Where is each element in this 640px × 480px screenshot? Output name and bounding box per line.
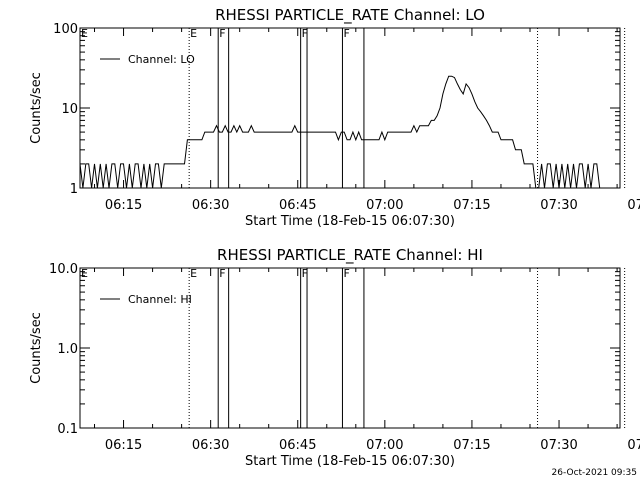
event-marker-label: F bbox=[343, 27, 349, 40]
legend-label: Channel: HI bbox=[128, 293, 192, 306]
y-tick-label: 0.1 bbox=[57, 422, 78, 437]
event-marker-label: E bbox=[190, 267, 197, 280]
series-line bbox=[79, 75, 606, 189]
plot-frame bbox=[79, 27, 621, 189]
event-marker-label: E bbox=[81, 267, 88, 280]
x-tick-label: 06:15 bbox=[105, 438, 142, 453]
x-axis-label: Start Time (18-Feb-15 06:07:30) bbox=[245, 214, 455, 229]
footer-timestamp: 26-Oct-2021 09:35 bbox=[552, 468, 637, 478]
x-tick-label: 07:30 bbox=[540, 198, 577, 213]
plot-frame bbox=[79, 267, 621, 429]
event-marker-label: F bbox=[219, 27, 225, 40]
x-tick-label: 06:45 bbox=[279, 198, 316, 213]
y-tick-label: 10.0 bbox=[49, 262, 78, 277]
event-marker-label: F bbox=[219, 267, 225, 280]
event-marker-label: F bbox=[343, 267, 349, 280]
x-tick-label: 07:30 bbox=[540, 438, 577, 453]
event-marker-label: E bbox=[81, 27, 88, 40]
panel-hi: RHESSI PARTICLE_RATE Channel: HI Start Ti… bbox=[29, 246, 640, 469]
x-tick-label: 06:45 bbox=[279, 438, 316, 453]
y-axis-label: Counts/sec bbox=[29, 312, 44, 384]
event-marker-label: F bbox=[302, 27, 308, 40]
x-tick-label: 07:00 bbox=[366, 438, 403, 453]
y-tick-label: 1 bbox=[70, 182, 78, 197]
x-tick-label: 07:45 bbox=[627, 198, 640, 213]
panel-lo: RHESSI PARTICLE_RATE Channel: LO Start Ti… bbox=[29, 6, 640, 229]
x-tick-label: 06:30 bbox=[192, 198, 229, 213]
x-tick-label: 07:45 bbox=[627, 438, 640, 453]
legend-label: Channel: LO bbox=[128, 53, 195, 66]
event-marker-label: F bbox=[302, 267, 308, 280]
x-axis-label: Start Time (18-Feb-15 06:07:30) bbox=[245, 454, 455, 469]
x-tick-label: 06:30 bbox=[192, 438, 229, 453]
y-tick-label: 100 bbox=[53, 22, 78, 37]
chart-title: RHESSI PARTICLE_RATE Channel: HI bbox=[217, 246, 483, 265]
y-tick-label: 1.0 bbox=[57, 342, 78, 357]
y-axis-label: Counts/sec bbox=[29, 72, 44, 144]
x-tick-label: 07:15 bbox=[453, 198, 490, 213]
x-tick-label: 06:15 bbox=[105, 198, 142, 213]
x-tick-label: 07:15 bbox=[453, 438, 490, 453]
y-tick-label: 10 bbox=[61, 102, 78, 117]
chart-title: RHESSI PARTICLE_RATE Channel: LO bbox=[215, 6, 485, 25]
event-marker-label: E bbox=[190, 27, 197, 40]
x-tick-label: 07:00 bbox=[366, 198, 403, 213]
